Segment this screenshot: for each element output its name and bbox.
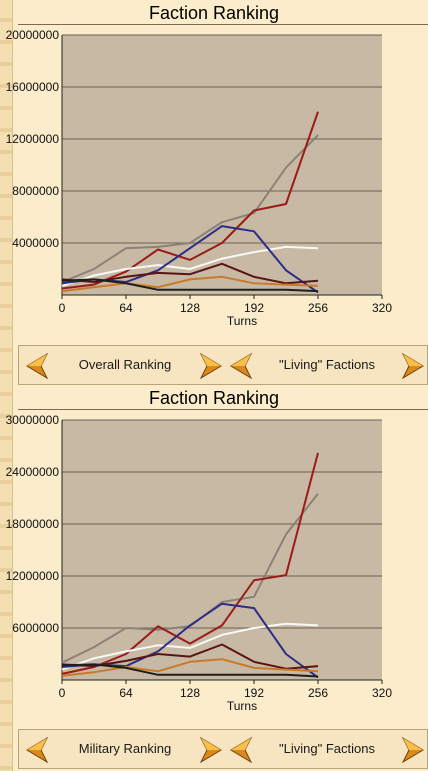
ranking-type-selector: Overall Ranking (19, 346, 229, 384)
ranking-type-label: Military Ranking (78, 741, 172, 756)
y-tick-label: 18000000 (6, 517, 60, 531)
y-tick-label: 12000000 (6, 132, 60, 146)
x-tick-label: 0 (59, 301, 66, 315)
x-tick-label: 64 (119, 686, 133, 700)
faction-filter-selector: "Living" Factions (225, 730, 428, 768)
y-tick-label: 20000000 (6, 28, 60, 42)
x-tick-label: 320 (372, 301, 392, 315)
faction-filter-label: "Living" Factions (279, 357, 375, 372)
series-line-5 (61, 643, 319, 670)
military-ranking-chart: 6000000 12000000 18000000 24000000 30000000 0… (6, 413, 393, 713)
ranking-type-label: Overall Ranking (78, 357, 172, 372)
y-tick-label: 16000000 (6, 80, 60, 94)
series-line-3 (61, 245, 319, 287)
x-tick-label: 128 (180, 301, 200, 315)
y-tick-label: 24000000 (6, 465, 60, 479)
x-tick-label: 192 (244, 301, 264, 315)
ranking-selector-bar: Overall Ranking "Living" Factions (18, 345, 428, 385)
panel-title: Faction Ranking (148, 3, 280, 23)
x-tick-label: 192 (244, 686, 264, 700)
series-line-7 (61, 663, 319, 678)
prev-faction-filter-arrow-icon[interactable] (229, 737, 253, 763)
panel-title: Faction Ranking (148, 388, 280, 408)
x-tick-label: 0 (59, 686, 66, 700)
y-tick-label: 30000000 (6, 413, 60, 427)
prev-ranking-arrow-icon[interactable] (25, 737, 49, 763)
next-ranking-arrow-icon[interactable] (199, 353, 223, 379)
y-tick-label: 6000000 (12, 621, 59, 635)
title-divider (18, 24, 428, 25)
faction-filter-selector: "Living" Factions (225, 346, 428, 384)
x-axis-label: Turns (227, 314, 257, 328)
faction-filter-label: "Living" Factions (279, 741, 375, 756)
plot-area (62, 35, 382, 295)
y-tick-label: 12000000 (6, 569, 60, 583)
x-axis-label: Turns (227, 699, 257, 713)
next-ranking-arrow-icon[interactable] (199, 737, 223, 763)
overall-ranking-panel: Faction Ranking 4000000 8000000 12000000 16… (6, 3, 428, 385)
next-faction-filter-arrow-icon[interactable] (401, 737, 425, 763)
x-tick-label: 320 (372, 686, 392, 700)
military-ranking-panel: Faction Ranking 6000000 12000000 18000000 2… (0, 385, 428, 771)
ranking-selector-bar: Military Ranking "Living" Factions (18, 729, 428, 769)
series-line-6 (61, 275, 319, 293)
x-tick-label: 256 (308, 301, 328, 315)
series-line-2 (61, 452, 319, 675)
series-line-3 (61, 622, 319, 671)
next-faction-filter-arrow-icon[interactable] (401, 353, 425, 379)
decorative-border (0, 0, 13, 771)
prev-ranking-arrow-icon[interactable] (25, 353, 49, 379)
y-tick-label: 4000000 (12, 236, 59, 250)
x-tick-label: 128 (180, 686, 200, 700)
ranking-type-selector: Military Ranking (19, 730, 229, 768)
x-tick-label: 64 (119, 301, 133, 315)
series-line-1 (61, 134, 319, 283)
series-line-7 (61, 278, 319, 293)
overall-ranking-chart: 4000000 8000000 12000000 16000000 20000000 0 6… (6, 28, 393, 328)
title-divider (18, 409, 428, 410)
series-line-6 (61, 658, 319, 677)
y-tick-label: 8000000 (12, 184, 59, 198)
prev-faction-filter-arrow-icon[interactable] (229, 353, 253, 379)
x-tick-label: 256 (308, 686, 328, 700)
plot-area (62, 420, 382, 680)
